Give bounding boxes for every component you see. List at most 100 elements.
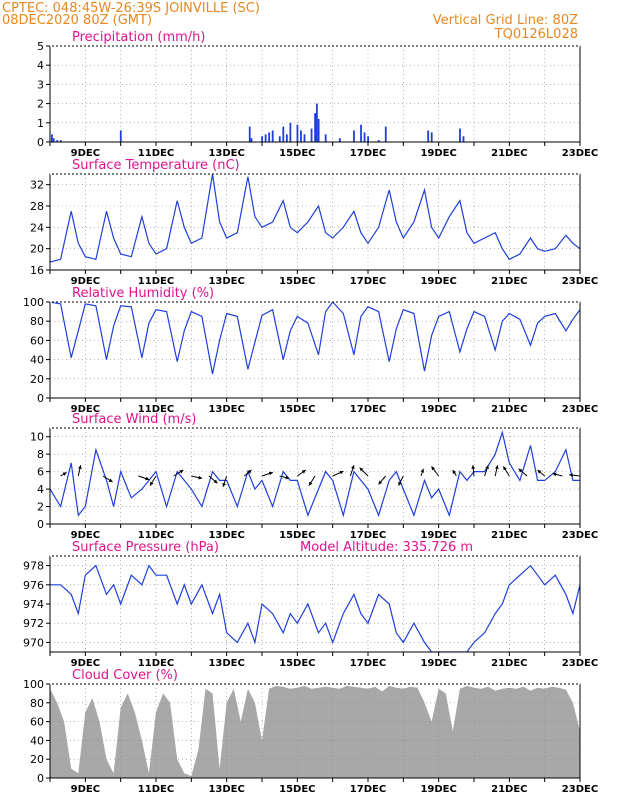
- y-tick-label: 8: [37, 448, 44, 461]
- x-tick-label: 15DEC: [279, 658, 315, 669]
- x-tick-label: 11DEC: [138, 784, 174, 795]
- wind-arrow-head: [108, 478, 113, 482]
- y-tick-label: 972: [23, 617, 44, 630]
- wind-arrow-head: [552, 472, 557, 477]
- wind-arrow-head: [247, 470, 252, 474]
- wind-arrow-head: [378, 480, 383, 485]
- x-tick-label: 9DEC: [71, 658, 100, 669]
- wind-arrow-head: [537, 470, 542, 474]
- x-tick-label: 17DEC: [350, 276, 386, 287]
- y-tick-label: 6: [37, 466, 44, 479]
- wind-arrow-head: [339, 470, 344, 475]
- precip-bar: [310, 128, 313, 142]
- y-tick-label: 80: [30, 697, 44, 710]
- panel-annotation: Model Altitude: 335.726 m: [300, 540, 473, 555]
- series-line-pressure: [50, 564, 580, 652]
- x-tick-label: 9DEC: [71, 148, 100, 159]
- wind-arrow-head: [222, 482, 226, 487]
- wind-arrow-head: [485, 465, 489, 470]
- precip-bar: [59, 140, 62, 142]
- precip-bar: [360, 124, 362, 142]
- x-tick-label: 13DEC: [208, 658, 244, 669]
- precip-bar: [264, 134, 267, 142]
- x-tick-label: 17DEC: [350, 658, 386, 669]
- x-tick-label: 17DEC: [350, 404, 386, 415]
- x-tick-label: 21DEC: [491, 148, 527, 159]
- precip-bar: [268, 132, 271, 142]
- wind-arrow-head: [62, 472, 67, 476]
- y-tick-label: 20: [30, 243, 44, 256]
- y-tick-label: 100: [23, 678, 44, 691]
- y-tick-label: 20: [30, 373, 44, 386]
- precip-bar: [353, 130, 355, 142]
- y-tick-label: 976: [23, 579, 44, 592]
- precip-bar: [430, 132, 433, 142]
- x-tick-label: 21DEC: [491, 658, 527, 669]
- wind-arrow-head: [179, 470, 184, 474]
- y-tick-label: 0: [37, 518, 44, 531]
- wind-arrow-head: [309, 481, 313, 486]
- x-tick-label: 17DEC: [350, 784, 386, 795]
- y-tick-label: 10: [30, 431, 44, 444]
- x-tick-label: 23DEC: [562, 148, 598, 159]
- precip-bar: [462, 136, 465, 142]
- x-tick-label: 21DEC: [491, 784, 527, 795]
- precip-bar: [377, 140, 380, 142]
- precip-bar: [303, 134, 306, 142]
- y-tick-label: 3: [37, 78, 44, 91]
- x-tick-label: 9DEC: [71, 784, 100, 795]
- panel-title: Surface Wind (m/s): [72, 412, 196, 427]
- panel-title: Relative Humidity (%): [72, 286, 214, 301]
- x-tick-label: 17DEC: [350, 148, 386, 159]
- x-tick-label: 21DEC: [491, 530, 527, 541]
- y-tick-label: 974: [23, 598, 44, 611]
- y-tick-label: 40: [30, 734, 44, 747]
- wind-arrow-head: [359, 467, 364, 472]
- x-tick-label: 23DEC: [562, 276, 598, 287]
- x-tick-label: 11DEC: [138, 276, 174, 287]
- series-line-wind: [50, 430, 580, 518]
- x-tick-label: 11DEC: [138, 148, 174, 159]
- series-line-humidity: [50, 302, 580, 375]
- panel-title: Surface Pressure (hPa): [72, 540, 219, 555]
- y-tick-label: 2: [37, 98, 44, 111]
- y-tick-label: 100: [23, 296, 44, 309]
- y-tick-label: 32: [30, 179, 44, 192]
- panel-temperature: 16 20 24 28 32 9DEC 11DEC 13DEC 15DEC 17DEC 19DEC 2…: [30, 158, 598, 287]
- x-tick-label: 13DEC: [208, 148, 244, 159]
- wind-arrow-head: [398, 481, 402, 486]
- y-tick-label: 0: [37, 392, 44, 405]
- precip-bar: [289, 122, 292, 142]
- x-tick-label: 9DEC: [71, 404, 100, 415]
- precip-bar: [250, 138, 253, 142]
- precip-bar: [119, 130, 122, 142]
- precip-bar: [314, 113, 316, 142]
- precip-bar: [282, 126, 285, 142]
- precip-bar: [384, 126, 387, 142]
- x-tick-label: 15DEC: [279, 784, 315, 795]
- wind-arrow-head: [452, 470, 457, 474]
- precip-bar: [317, 118, 320, 142]
- x-tick-label: 19DEC: [420, 404, 456, 415]
- x-tick-label: 9DEC: [71, 276, 100, 287]
- wind-arrow-head: [198, 475, 203, 480]
- panel-pressure: 970 972 974 976 978 9DEC 11DEC 13DEC 15DEC 17DEC 1…: [23, 540, 598, 669]
- wind-arrow-head: [268, 471, 273, 476]
- x-tick-label: 21DEC: [491, 404, 527, 415]
- x-tick-label: 13DEC: [208, 276, 244, 287]
- wind-arrow-head: [145, 476, 150, 481]
- x-tick-label: 11DEC: [138, 658, 174, 669]
- header-run-date: 08DEC2020 80Z (GMT): [2, 13, 152, 28]
- wind-arrow-head: [569, 473, 573, 478]
- y-tick-label: 28: [30, 200, 44, 213]
- panel-frame: [49, 301, 581, 399]
- panel-humidity: 0 20 40 60 80 100 9DEC 11DEC 13DEC 15DEC 17DEC 19DE…: [23, 286, 598, 415]
- x-tick-label: 15DEC: [279, 276, 315, 287]
- x-tick-label: 23DEC: [562, 784, 598, 795]
- x-tick-label: 15DEC: [279, 148, 315, 159]
- x-tick-label: 19DEC: [420, 784, 456, 795]
- x-tick-label: 23DEC: [562, 658, 598, 669]
- x-tick-label: 15DEC: [279, 530, 315, 541]
- header-grid-line: Vertical Grid Line: 80Z: [433, 13, 578, 28]
